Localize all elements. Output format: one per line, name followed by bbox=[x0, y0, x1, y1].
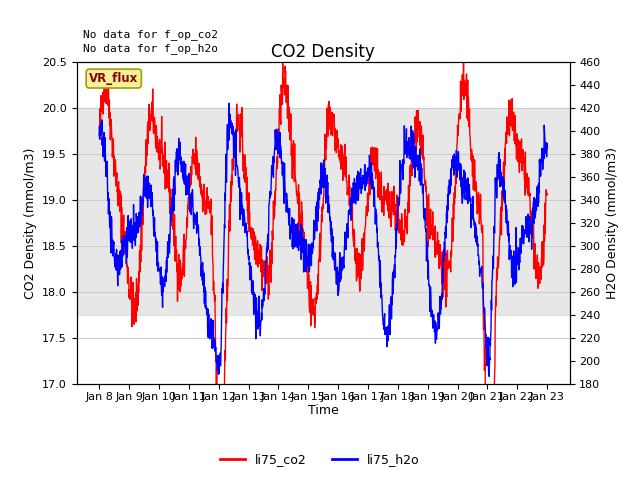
Text: VR_flux: VR_flux bbox=[89, 72, 138, 85]
Y-axis label: H2O Density (mmol/m3): H2O Density (mmol/m3) bbox=[606, 147, 619, 299]
Bar bbox=[77, 108, 570, 315]
Title: CO2 Density: CO2 Density bbox=[271, 43, 375, 61]
Legend: li75_co2, li75_h2o: li75_co2, li75_h2o bbox=[215, 448, 425, 471]
Text: No data for f_op_h2o: No data for f_op_h2o bbox=[83, 43, 218, 54]
X-axis label: Time: Time bbox=[308, 405, 339, 418]
Y-axis label: CO2 Density (mmol/m3): CO2 Density (mmol/m3) bbox=[24, 147, 36, 299]
Text: No data for f_op_co2: No data for f_op_co2 bbox=[83, 29, 218, 40]
